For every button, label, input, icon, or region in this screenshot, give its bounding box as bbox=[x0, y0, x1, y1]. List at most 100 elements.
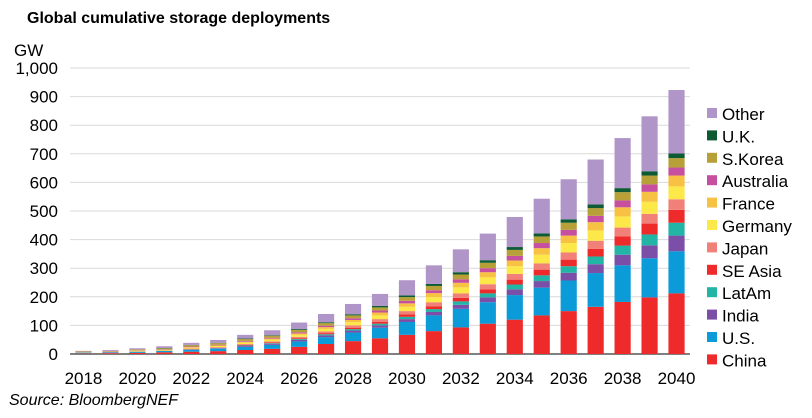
bar-segment bbox=[641, 201, 658, 214]
y-tick-label: 300 bbox=[30, 259, 58, 278]
bar-segment bbox=[102, 349, 119, 351]
bar-segment bbox=[129, 351, 146, 353]
y-tick-label: 100 bbox=[30, 316, 58, 335]
bar-segment bbox=[668, 251, 685, 294]
legend-swatch bbox=[707, 354, 717, 365]
bar-segment bbox=[452, 249, 469, 273]
bar-segment bbox=[237, 338, 254, 340]
bar-segment bbox=[344, 332, 362, 342]
bar-segment bbox=[129, 352, 146, 354]
bar-segment bbox=[479, 323, 496, 354]
x-tick-label: 2020 bbox=[118, 369, 156, 388]
bar-segment bbox=[668, 235, 685, 252]
legend-swatch bbox=[707, 175, 717, 186]
bar-segment bbox=[452, 301, 469, 305]
bar-segment bbox=[587, 204, 604, 209]
legend-swatch bbox=[707, 264, 717, 275]
bar-segment bbox=[506, 255, 523, 261]
bar-segment bbox=[264, 339, 281, 342]
bar-segment bbox=[371, 312, 389, 316]
bar-segment bbox=[264, 330, 281, 336]
x-tick-label: 2032 bbox=[442, 369, 480, 388]
bar-segment bbox=[183, 346, 200, 348]
bar-segment bbox=[371, 293, 389, 306]
legend-swatch bbox=[707, 130, 717, 141]
bar-segment bbox=[614, 227, 631, 237]
bar-segment bbox=[614, 192, 631, 201]
legend: Other U.K. S.Korea Australia France Germany Ja… bbox=[707, 105, 792, 370]
legend-label: S.Korea bbox=[722, 150, 784, 169]
bar-segment bbox=[587, 256, 604, 265]
bar-segment bbox=[291, 336, 308, 339]
x-tick-label: 2022 bbox=[172, 369, 210, 388]
bar-segment bbox=[264, 343, 281, 345]
bar-segment bbox=[587, 240, 604, 249]
bar-segment bbox=[102, 353, 119, 354]
x-ticks: 2018 2020 2022 2024 2026 2028 2030 2032 2034 2036… bbox=[65, 369, 696, 388]
bar-segment bbox=[291, 338, 308, 340]
bar-segment bbox=[479, 293, 496, 298]
legend-label: Other bbox=[722, 105, 765, 124]
bar-segment bbox=[641, 213, 658, 224]
bar-segment bbox=[560, 235, 577, 244]
bar-segment bbox=[344, 341, 362, 354]
bar-segment bbox=[183, 349, 200, 352]
bar-segment bbox=[291, 329, 308, 330]
bar-segment bbox=[183, 348, 200, 350]
bar-segment bbox=[425, 311, 442, 316]
bar-segment bbox=[75, 353, 92, 354]
bar-segment bbox=[425, 290, 442, 294]
bar-segment bbox=[452, 304, 469, 309]
bar-segment bbox=[156, 352, 173, 354]
y-tick-label: 800 bbox=[30, 116, 58, 135]
bar-segment bbox=[129, 348, 146, 350]
bar-segment bbox=[614, 216, 631, 228]
legend-swatch bbox=[707, 332, 717, 342]
bar-segment bbox=[318, 335, 335, 338]
legend-label: Australia bbox=[722, 172, 789, 191]
bar-segment bbox=[291, 341, 308, 347]
bar-segment bbox=[318, 322, 335, 324]
bar-segment bbox=[641, 171, 658, 176]
bar-segment bbox=[614, 200, 631, 208]
bar-segment bbox=[102, 350, 119, 352]
bar-segment bbox=[560, 266, 577, 273]
bar-segment bbox=[398, 306, 416, 312]
bar-segment bbox=[183, 351, 200, 354]
bar-segment bbox=[533, 275, 550, 282]
bar-segment bbox=[506, 319, 523, 354]
bar-segment bbox=[452, 293, 469, 298]
y-tick-label: 0 bbox=[49, 345, 58, 364]
bar-segment bbox=[102, 352, 119, 354]
bar-segment bbox=[129, 350, 146, 352]
x-tick-label: 2036 bbox=[550, 369, 588, 388]
bar-segment bbox=[587, 222, 604, 231]
legend-swatch bbox=[707, 108, 717, 118]
bar-segment bbox=[398, 297, 416, 301]
bar-segment bbox=[398, 334, 416, 354]
bar-segment bbox=[425, 265, 442, 284]
bar-segment bbox=[560, 272, 577, 281]
bar-segment bbox=[344, 303, 362, 315]
bar-segment bbox=[237, 344, 254, 346]
bar-segment bbox=[237, 340, 254, 342]
bar-segment bbox=[264, 341, 281, 343]
bar-segment bbox=[641, 234, 658, 246]
bar-segment bbox=[614, 301, 631, 354]
legend-label: India bbox=[722, 307, 759, 326]
bar-segment bbox=[237, 334, 254, 339]
bar-segment bbox=[479, 277, 496, 285]
bar-segment bbox=[668, 175, 685, 187]
bar-segment bbox=[237, 342, 254, 344]
bar-segment bbox=[587, 230, 604, 241]
bar-segment bbox=[479, 233, 496, 261]
bar-segment bbox=[668, 222, 685, 236]
x-tick-label: 2024 bbox=[226, 369, 264, 388]
bar-segment bbox=[237, 345, 254, 347]
bar-segment bbox=[210, 344, 227, 346]
bar-segment bbox=[291, 334, 308, 337]
bar-segment bbox=[398, 311, 416, 315]
x-tick-label: 2038 bbox=[604, 369, 642, 388]
bar-segment bbox=[344, 318, 362, 320]
bar-segment bbox=[614, 207, 631, 217]
